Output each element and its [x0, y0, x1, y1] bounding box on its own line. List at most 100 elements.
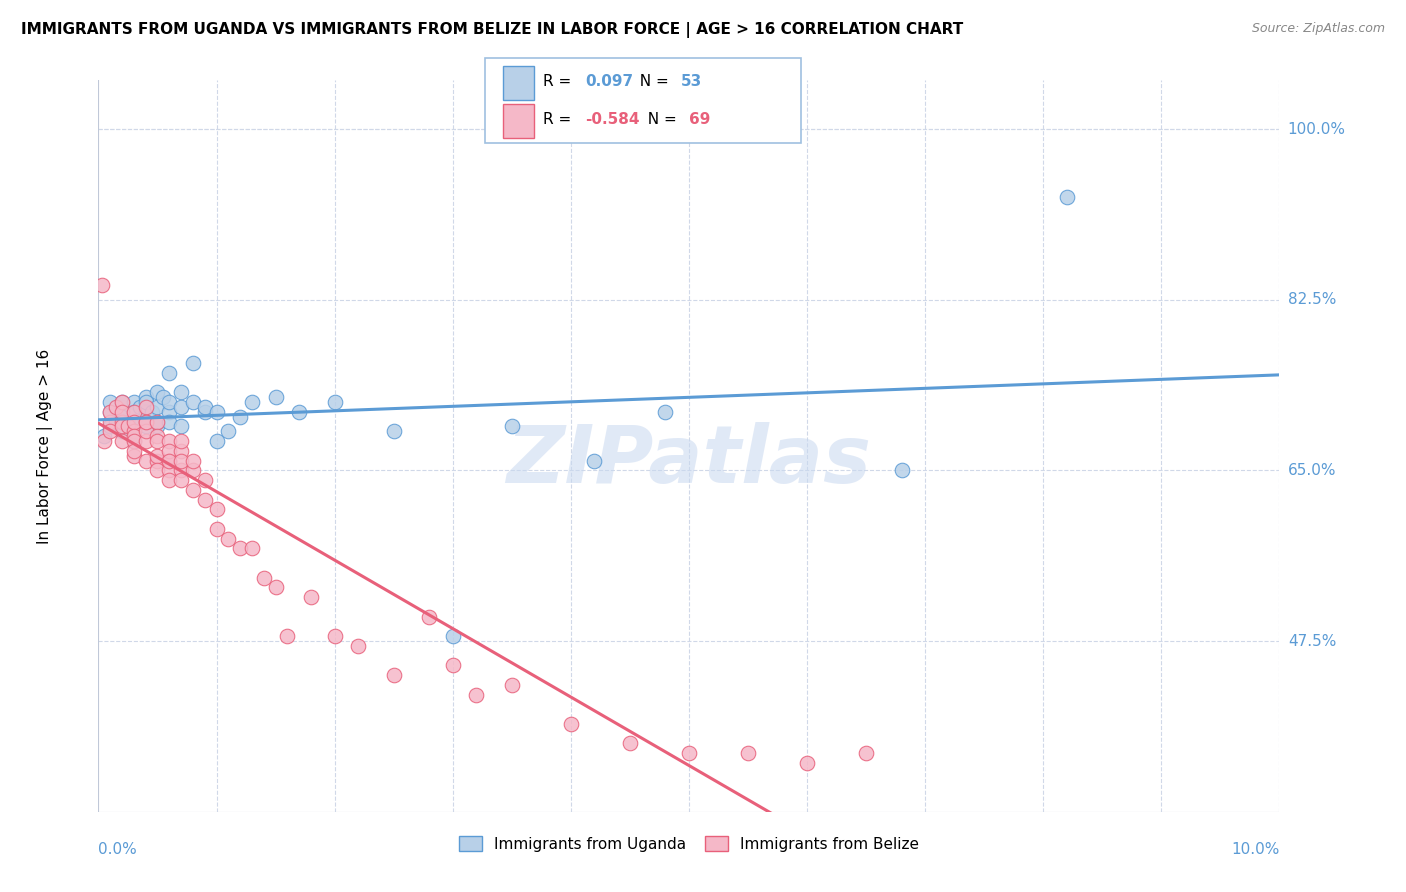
Point [111, 419, 134, 434]
Text: 69: 69 [689, 112, 710, 128]
Point [122, 405, 145, 419]
Point [135, 419, 157, 434]
Point [135, 395, 157, 409]
Point [135, 453, 157, 467]
Point [157, 453, 180, 467]
Point [146, 453, 169, 467]
Point [157, 434, 180, 449]
Point [146, 429, 169, 443]
Point [135, 415, 157, 429]
Point [205, 502, 228, 516]
Text: R =: R = [543, 74, 576, 89]
Point [98, 425, 121, 439]
Point [181, 453, 204, 467]
Text: R =: R = [543, 112, 576, 128]
Point [111, 415, 134, 429]
Point [240, 541, 263, 556]
Point [382, 668, 405, 682]
Text: 53: 53 [681, 74, 702, 89]
Point [796, 756, 818, 770]
Point [181, 356, 204, 370]
Point [737, 746, 759, 760]
Point [157, 473, 180, 487]
Point [194, 405, 217, 419]
Text: 65.0%: 65.0% [1288, 463, 1336, 478]
Point [181, 483, 204, 497]
Point [194, 492, 217, 507]
Text: 0.0%: 0.0% [98, 842, 138, 857]
Point [181, 463, 204, 477]
Point [157, 366, 180, 380]
Point [501, 678, 523, 692]
Point [105, 400, 128, 414]
Point [122, 405, 145, 419]
Point [146, 385, 169, 400]
Point [122, 425, 145, 439]
Text: ZIPatlas: ZIPatlas [506, 422, 872, 500]
Point [98, 415, 121, 429]
Text: In Labor Force | Age > 16: In Labor Force | Age > 16 [38, 349, 53, 543]
Point [146, 415, 169, 429]
Point [152, 390, 174, 404]
Point [855, 746, 877, 760]
Point [111, 434, 134, 449]
Point [105, 415, 128, 429]
Point [323, 395, 346, 409]
Point [98, 405, 121, 419]
Point [111, 400, 134, 414]
Point [128, 400, 150, 414]
Point [205, 405, 228, 419]
Text: N =: N = [638, 112, 682, 128]
Point [146, 449, 169, 463]
Point [205, 434, 228, 449]
Point [194, 400, 217, 414]
Point [122, 425, 145, 439]
Point [122, 434, 145, 449]
Point [276, 629, 298, 643]
Point [135, 400, 157, 414]
Point [157, 443, 180, 458]
Text: Source: ZipAtlas.com: Source: ZipAtlas.com [1251, 22, 1385, 36]
Point [170, 473, 193, 487]
Point [141, 405, 163, 419]
Point [229, 409, 252, 424]
Point [111, 395, 134, 409]
Point [465, 688, 488, 702]
Point [146, 419, 169, 434]
Point [890, 463, 912, 477]
Point [229, 541, 252, 556]
Point [170, 453, 193, 467]
Point [157, 405, 180, 419]
Text: N =: N = [630, 74, 673, 89]
Point [146, 400, 169, 414]
Text: 100.0%: 100.0% [1288, 121, 1346, 136]
Point [170, 443, 193, 458]
Point [560, 717, 582, 731]
Point [146, 415, 169, 429]
Point [619, 736, 641, 750]
Point [181, 395, 204, 409]
Point [117, 415, 139, 429]
Point [501, 419, 523, 434]
Point [217, 532, 239, 546]
Point [111, 425, 134, 439]
Point [111, 395, 134, 409]
Point [441, 629, 464, 643]
Point [146, 463, 169, 477]
Point [170, 385, 193, 400]
Point [157, 395, 180, 409]
Point [170, 463, 193, 477]
Point [98, 405, 121, 419]
Text: 0.097: 0.097 [585, 74, 633, 89]
Point [93, 434, 115, 449]
Point [135, 390, 157, 404]
Point [264, 581, 287, 595]
Point [91, 278, 114, 293]
Point [194, 473, 217, 487]
Point [170, 419, 193, 434]
Point [93, 429, 115, 443]
Point [170, 400, 193, 414]
Point [205, 522, 228, 536]
Text: 47.5%: 47.5% [1288, 633, 1336, 648]
Point [240, 395, 263, 409]
